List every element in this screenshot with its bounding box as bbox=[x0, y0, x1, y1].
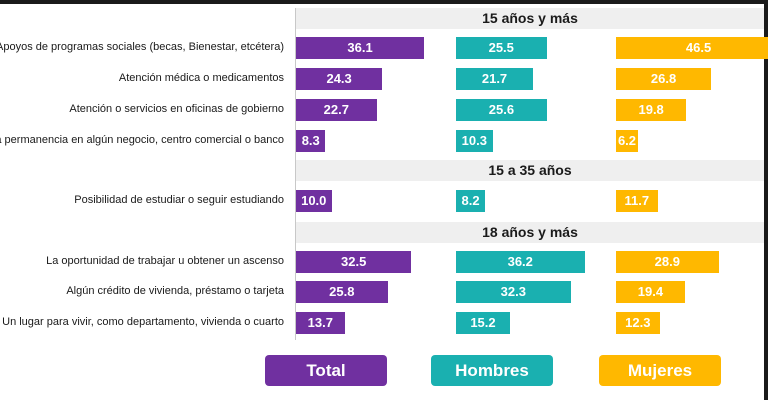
bar-value-hombres-7: 15.2 bbox=[470, 315, 496, 330]
bar-hombres-5 bbox=[456, 251, 585, 273]
category-label-programas-sociales: Apoyos de programas sociales (becas, Bie… bbox=[0, 41, 284, 53]
bar-hombres-4 bbox=[456, 190, 486, 212]
bar-mujeres-7 bbox=[616, 312, 660, 334]
bar-value-mujeres-5: 28.9 bbox=[654, 254, 680, 269]
bar-value-total-2: 22.7 bbox=[323, 102, 349, 117]
category-label-permanencia-negocio: La permanencia en algún negocio, centro … bbox=[0, 134, 284, 146]
bar-value-total-5: 32.5 bbox=[341, 254, 367, 269]
bar-value-total-4: 10.0 bbox=[301, 193, 327, 208]
bar-total-3 bbox=[296, 130, 326, 152]
bar-value-total-6: 25.8 bbox=[329, 284, 355, 299]
bar-total-4 bbox=[296, 190, 332, 212]
top-border bbox=[0, 0, 768, 4]
legend-hombres: Hombres bbox=[431, 355, 553, 386]
bar-mujeres-3 bbox=[616, 130, 638, 152]
category-label-credito: Algún crédito de vivienda, préstamo o ta… bbox=[66, 285, 284, 297]
bar-value-mujeres-6: 19.4 bbox=[637, 284, 664, 299]
bar-mujeres-5 bbox=[616, 251, 719, 273]
category-label-trabajar: La oportunidad de trabajar u obtener un … bbox=[46, 255, 284, 267]
bar-hombres-6 bbox=[456, 281, 571, 303]
bar-value-total-7: 13.7 bbox=[307, 315, 333, 330]
category-label-oficinas-gobierno: Atención o servicios en oficinas de gobi… bbox=[69, 103, 284, 115]
bar-value-total-3: 8.3 bbox=[301, 133, 320, 148]
bar-value-hombres-1: 21.7 bbox=[481, 71, 508, 86]
bar-value-hombres-3: 10.3 bbox=[461, 133, 487, 148]
bar-value-mujeres-2: 19.8 bbox=[638, 102, 664, 117]
section-header-15-y-mas: 15 años y más bbox=[296, 8, 764, 29]
bar-value-hombres-4: 8.2 bbox=[461, 193, 480, 208]
bar-value-mujeres-1: 26.8 bbox=[650, 71, 677, 86]
bar-hombres-1 bbox=[456, 68, 534, 90]
legend-mujeres: Mujeres bbox=[599, 355, 721, 386]
bar-total-6 bbox=[296, 281, 388, 303]
section-header-18-y-mas: 18 años y más bbox=[296, 222, 764, 243]
bar-value-hombres-0: 25.5 bbox=[488, 40, 514, 55]
bar-mujeres-1 bbox=[616, 68, 712, 90]
bar-value-hombres-6: 32.3 bbox=[500, 284, 526, 299]
bar-hombres-3 bbox=[456, 130, 493, 152]
bar-value-mujeres-0: 46.5 bbox=[685, 40, 712, 55]
bar-mujeres-0 bbox=[616, 37, 768, 59]
bar-value-hombres-5: 36.2 bbox=[507, 254, 533, 269]
bar-total-1 bbox=[296, 68, 383, 90]
right-border bbox=[764, 0, 768, 400]
section-header-15-a-35: 15 a 35 años bbox=[296, 160, 764, 181]
bar-value-hombres-2: 25.6 bbox=[488, 102, 515, 117]
bar-value-mujeres-7: 12.3 bbox=[625, 315, 651, 330]
category-label-lugar-vivir: Un lugar para vivir, como departamento, … bbox=[2, 316, 284, 328]
bar-value-mujeres-3: 6.2 bbox=[617, 133, 637, 148]
bar-total-7 bbox=[296, 312, 345, 334]
bar-hombres-0 bbox=[456, 37, 547, 59]
bar-mujeres-6 bbox=[616, 281, 685, 303]
bar-value-mujeres-4: 11.7 bbox=[624, 193, 650, 208]
bar-hombres-2 bbox=[456, 99, 547, 121]
category-label-estudiar: Posibilidad de estudiar o seguir estudia… bbox=[74, 194, 284, 206]
category-label-atencion-medica: Atención médica o medicamentos bbox=[118, 72, 284, 84]
bar-value-total-1: 24.3 bbox=[326, 71, 352, 86]
bar-hombres-7 bbox=[456, 312, 510, 334]
bar-value-total-0: 36.1 bbox=[347, 40, 373, 55]
bar-total-2 bbox=[296, 99, 377, 121]
bar-mujeres-4 bbox=[616, 190, 658, 212]
bar-total-5 bbox=[296, 251, 412, 273]
legend-total: Total bbox=[265, 355, 387, 386]
bar-mujeres-2 bbox=[616, 99, 687, 121]
axis-line bbox=[295, 8, 296, 340]
bar-total-0 bbox=[296, 37, 425, 59]
